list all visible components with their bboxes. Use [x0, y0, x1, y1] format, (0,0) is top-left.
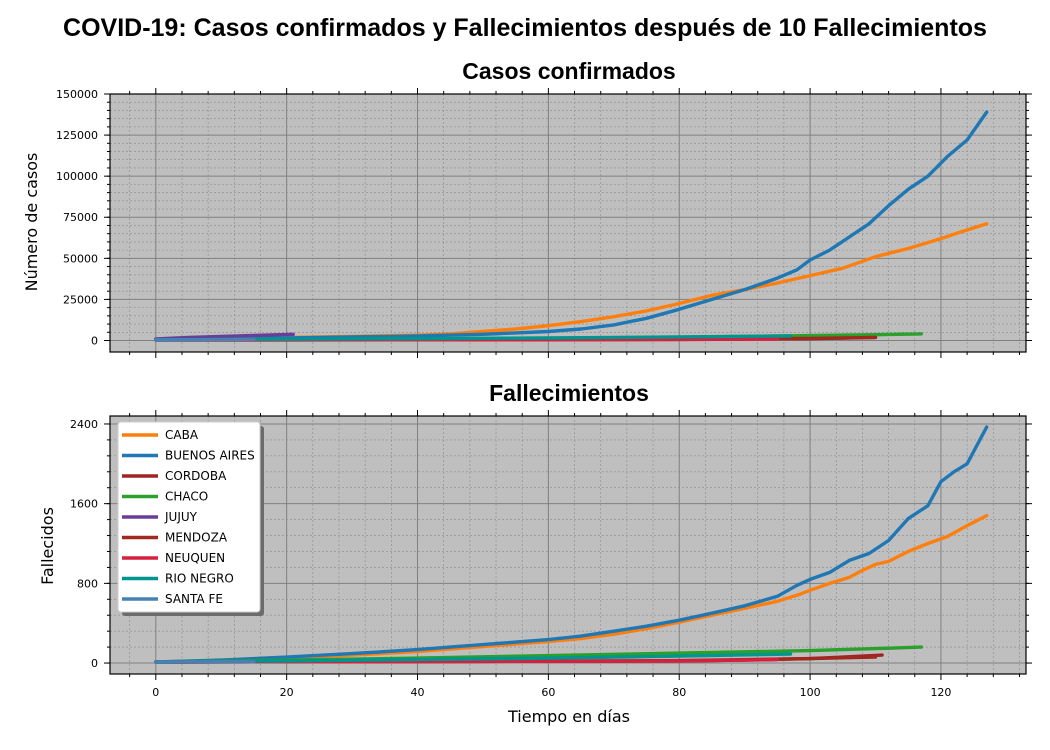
legend-entry-label: RIO NEGRO — [165, 572, 234, 586]
legend-box — [117, 421, 261, 613]
legend-entry-label: CHACO — [165, 490, 208, 504]
series-line-rio-negro — [154, 652, 793, 664]
deaths-x-tick-label: 100 — [800, 686, 821, 699]
cases-plot-area: 0 25000 50000 75000 100000 125000 150000 — [56, 88, 1032, 358]
cases-y-tick-label: 150000 — [56, 88, 98, 101]
legend-entry-label: NEUQUEN — [165, 551, 225, 565]
cases-panel-title: Casos confirmados — [462, 58, 675, 84]
deaths-y-axis-label: Fallecidos — [38, 507, 57, 585]
deaths-x-axis-label: Tiempo en días — [507, 707, 630, 726]
cases-y-axis-label: Número de casos — [22, 153, 41, 292]
legend-entry-label: SANTA FE — [165, 592, 223, 606]
cases-panel: Casos confirmados Número de casos 0 25000… — [22, 58, 1032, 358]
legend: CABA BUENOS AIRES CORDOBA CHACO JUJUY MENDOZA… — [117, 421, 264, 616]
deaths-x-tick-label: 120 — [930, 686, 951, 699]
legend-entry-label: MENDOZA — [165, 531, 228, 545]
cases-y-tick-label: 100000 — [56, 170, 98, 183]
deaths-x-tick-label: 0 — [152, 686, 159, 699]
deaths-axis-ticks — [104, 410, 1032, 680]
cases-y-tick-label: 25000 — [63, 293, 98, 306]
cases-y-tick-label: 0 — [91, 334, 98, 347]
legend-entry-label: CORDOBA — [165, 469, 227, 483]
series-line-rio-negro — [154, 334, 793, 342]
deaths-y-tick-label: 1600 — [70, 498, 98, 511]
series-line-caba — [154, 513, 989, 664]
cases-plot-frame — [109, 93, 1027, 353]
legend-entry-label: BUENOS AIRES — [165, 449, 255, 463]
series-line-santa-fe — [154, 337, 256, 342]
deaths-panel: Fallecimientos Fallecidos Tiempo en días… — [38, 380, 1032, 726]
cases-y-tick-label: 125000 — [56, 129, 98, 142]
legend-entry-label: JUJUY — [164, 510, 198, 524]
figure-title: COVID-19: Casos confirmados y Fallecimie… — [63, 14, 987, 42]
deaths-x-tick-label: 20 — [280, 686, 294, 699]
cases-major-grid — [110, 93, 1026, 352]
deaths-y-tick-label: 2400 — [70, 418, 98, 431]
cases-plot-background — [110, 94, 1026, 352]
cases-axis-ticks — [104, 88, 1032, 358]
deaths-y-tick-label: 800 — [77, 577, 98, 590]
legend-entry-label: CABA — [165, 428, 199, 442]
series-line-buenos-aires — [154, 110, 989, 341]
cases-y-tick-label: 75000 — [63, 211, 98, 224]
deaths-x-tick-label: 40 — [411, 686, 425, 699]
deaths-y-tick-label: 0 — [91, 657, 98, 670]
deaths-x-tick-label: 80 — [672, 686, 686, 699]
series-line-buenos-aires — [154, 425, 989, 664]
deaths-x-tick-label: 60 — [541, 686, 555, 699]
cases-y-tick-label: 50000 — [63, 252, 98, 265]
deaths-panel-title: Fallecimientos — [489, 380, 649, 406]
deaths-plot-frame — [109, 415, 1027, 675]
